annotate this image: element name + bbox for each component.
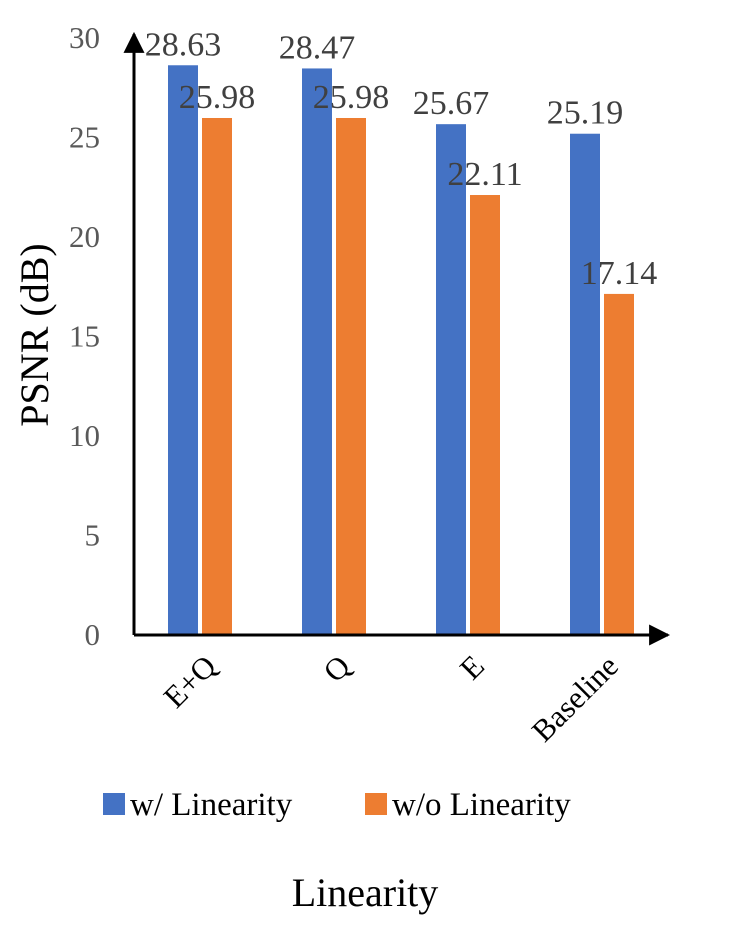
- bar-without-linearity-1: [336, 117, 366, 636]
- bars-layer: [168, 65, 634, 636]
- data-label-s1-c2: 22.11: [447, 156, 522, 193]
- x-tick-label-0: E+Q: [157, 648, 223, 714]
- data-labels-layer: 28.63 25.98 28.47 25.98 25.67 22.11 25.19 17.14: [145, 26, 658, 292]
- bar-with-linearity-2: [436, 124, 466, 636]
- x-tick-labels: E+Q Q E Baseline: [157, 648, 625, 748]
- y-tick-label-2: 10: [69, 418, 100, 453]
- bar-with-linearity-1: [302, 68, 332, 635]
- bar-without-linearity-2: [470, 195, 500, 636]
- bar-with-linearity-3: [570, 133, 600, 635]
- x-tick-label-3: Baseline: [525, 648, 625, 748]
- data-label-s0-c1: 28.47: [279, 29, 356, 66]
- x-axis-title: Linearity: [292, 870, 439, 915]
- legend-label-1: w/o Linearity: [392, 787, 571, 823]
- y-tick-label-3: 15: [69, 319, 100, 354]
- x-tick-label-1: Q: [316, 648, 357, 689]
- data-label-s0-c0: 28.63: [145, 26, 222, 63]
- bar-with-linearity-0: [168, 65, 198, 635]
- data-label-s1-c0: 25.98: [179, 79, 256, 116]
- y-tick-label-4: 20: [69, 219, 100, 254]
- y-tick-label-6: 30: [69, 20, 100, 55]
- y-axis-title: PSNR (dB): [12, 243, 57, 426]
- bar-without-linearity-0: [202, 117, 232, 636]
- data-label-s0-c3: 25.19: [547, 95, 624, 132]
- legend-swatch-0: [103, 793, 125, 815]
- bar-without-linearity-3: [604, 293, 634, 635]
- legend: w/ Linearity w/o Linearity: [103, 787, 571, 823]
- y-tick-labels: 0 5 10 15 20 25 30: [69, 20, 100, 652]
- data-label-s1-c1: 25.98: [313, 79, 390, 116]
- y-tick-label-0: 0: [85, 617, 101, 652]
- legend-label-0: w/ Linearity: [130, 787, 293, 823]
- data-label-s1-c3: 17.14: [581, 255, 658, 292]
- legend-swatch-1: [365, 793, 387, 815]
- y-tick-label-1: 5: [85, 518, 101, 553]
- y-tick-label-5: 25: [69, 120, 100, 155]
- data-label-s0-c2: 25.67: [413, 85, 490, 122]
- x-tick-label-2: E: [453, 648, 491, 686]
